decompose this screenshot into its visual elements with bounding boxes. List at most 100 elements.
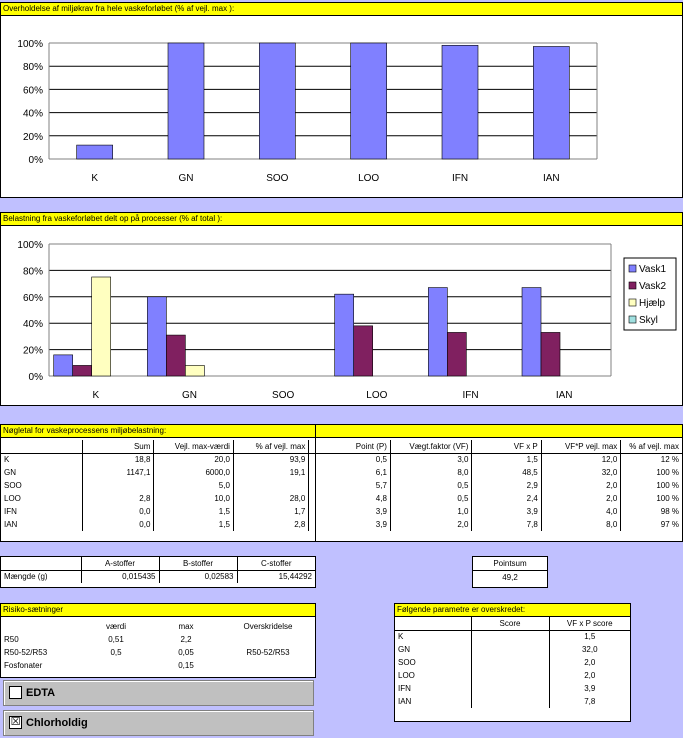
- column-header: [1, 557, 81, 571]
- table-cell: 12 %: [620, 453, 682, 466]
- bar: [350, 42, 387, 160]
- legend-label: Hjælp: [639, 298, 666, 309]
- edta-checkbox[interactable]: EDTA: [3, 680, 314, 706]
- y-tick-label: 100%: [17, 39, 43, 50]
- column-header: Score: [470, 617, 549, 631]
- y-tick-label: 80%: [23, 266, 43, 277]
- row-label: IAN: [398, 697, 412, 706]
- y-tick-label: 60%: [23, 85, 43, 96]
- header-row: Sum Vejl. max-værdi% af vejl. max Point (P…: [1, 440, 682, 454]
- x-tick-label: IAN: [543, 173, 560, 184]
- table-cell: 32,0: [540, 466, 621, 479]
- table-cell: 12,0: [540, 453, 621, 466]
- x-tick-label: IAN: [556, 390, 573, 401]
- legend-swatch: [628, 315, 637, 324]
- table-row: SOO 5,0 5,7 0,5 2,9 2,0 100 %: [1, 479, 682, 492]
- header-row: Score VF x P score: [395, 617, 630, 631]
- x-tick-label: IFN: [452, 173, 468, 184]
- table-cell: 2,0: [540, 479, 621, 492]
- table-row: IAN 7,8: [395, 695, 630, 708]
- table-row: Mængde (g) 0,015435 0,02583 15,44292: [1, 570, 315, 583]
- pointsum-value: 49,2: [502, 573, 518, 582]
- bar-vask1: [53, 354, 73, 377]
- table-cell: 15,44292: [236, 570, 315, 583]
- table-cell: 8,0: [389, 466, 472, 479]
- table-cell: 1,7: [232, 505, 309, 518]
- legend-label: Vask2: [639, 281, 666, 292]
- compliance-bar-chart: 0% 20% 40% 60% 80% 100% K GN SOO LOO IFN IAN: [17, 39, 598, 184]
- table-cell: [470, 656, 549, 669]
- y-tick-label: 0%: [29, 372, 44, 383]
- table-row: GN 32,0: [395, 643, 630, 656]
- table-row: SOO 2,0: [395, 656, 630, 669]
- table-cell: 2,0: [389, 518, 472, 531]
- table-cell: 3,9: [471, 505, 542, 518]
- column-header: Sum: [82, 440, 154, 454]
- table-cell: 3,9: [308, 505, 391, 518]
- x-tick-label: IFN: [462, 390, 478, 401]
- table-cell: 5,7: [308, 479, 391, 492]
- table-cell: [470, 682, 549, 695]
- table-cell: [82, 479, 154, 492]
- table-cell: 32,0: [548, 643, 630, 656]
- table-cell: 0,0: [82, 505, 154, 518]
- table-cell: 1,0: [389, 505, 472, 518]
- x-tick-label: SOO: [266, 173, 288, 184]
- edta-checkbox-box[interactable]: [9, 686, 22, 699]
- column-header: VF x P score: [548, 617, 630, 631]
- chlorholdig-checkbox[interactable]: ☒ Chlorholdig: [3, 710, 314, 736]
- column-header: [1, 440, 83, 454]
- row-label: K: [4, 455, 10, 465]
- table-cell: 0,0: [82, 518, 154, 531]
- table-cell: 28,0: [232, 492, 309, 505]
- row-label: SOO: [398, 658, 416, 667]
- table-cell: 2,8: [232, 518, 309, 531]
- edta-label: EDTA: [26, 687, 56, 699]
- table-cell: 0,51: [108, 635, 124, 644]
- column-header: Overskridelse: [243, 622, 293, 631]
- table-cell: 100 %: [620, 466, 682, 479]
- table-cell: 7,8: [548, 695, 630, 708]
- table-cell: 8,0: [540, 518, 621, 531]
- y-tick-label: 80%: [23, 62, 43, 73]
- table-cell: 5,0: [153, 479, 234, 492]
- table-cell: 2,4: [471, 492, 542, 505]
- table-cell: 4,0: [540, 505, 621, 518]
- x-tick-label: K: [92, 390, 99, 401]
- process-bar-chart: 0% 20% 40% 60% 80% 100% K GN SOO LOO IFN IAN Vask1 Va…: [17, 240, 677, 401]
- table-cell: 0,15: [178, 661, 194, 670]
- x-tick-label: LOO: [358, 173, 379, 184]
- column-header: VF*P vejl. max: [540, 440, 621, 454]
- table-cell: 0,02583: [158, 570, 237, 583]
- noegletal-title: Nøgletal for vaskeprocessens miljøbelast…: [0, 424, 683, 438]
- row-label: Mængde (g): [4, 572, 48, 582]
- bar: [441, 45, 479, 160]
- table-cell: 98 %: [620, 505, 682, 518]
- chart2-title: Belastning fra vaskeforløbet delt op på …: [0, 212, 683, 226]
- row-label: K: [398, 632, 404, 642]
- pointsum-panel: Pointsum 49,2: [472, 556, 548, 588]
- column-header: % af vejl. max: [620, 440, 682, 454]
- row-label: GN: [4, 468, 16, 477]
- column-header: [395, 617, 471, 631]
- table-cell: R50-52/R53: [246, 648, 290, 657]
- column-header: % af vejl. max: [232, 440, 309, 454]
- table-cell: 1,5: [471, 453, 542, 466]
- table-cell: 6000,0: [153, 466, 234, 479]
- column-header: VF x P: [471, 440, 542, 454]
- row-label: LOO: [398, 671, 415, 680]
- table-row: K 18,8 20,0 93,9 0,5 3,0 1,5 12,0 12 %: [1, 453, 682, 466]
- y-tick-label: 40%: [23, 319, 43, 330]
- y-tick-label: 0%: [29, 155, 44, 166]
- header-row: A-stoffer B-stoffer C-stoffer: [1, 557, 315, 571]
- table-cell: 0,05: [178, 648, 194, 657]
- column-header: [1, 620, 81, 633]
- table-cell: 0,5: [110, 648, 122, 657]
- chlorholdig-checkbox-box[interactable]: ☒: [9, 716, 22, 729]
- row-label: SOO: [4, 481, 22, 490]
- row-label: Fosfonater: [4, 661, 43, 670]
- column-header: C-stoffer: [236, 557, 315, 571]
- legend-label: Skyl: [639, 315, 658, 326]
- table-cell: [232, 479, 309, 492]
- pointsum-label: Pointsum: [473, 557, 547, 571]
